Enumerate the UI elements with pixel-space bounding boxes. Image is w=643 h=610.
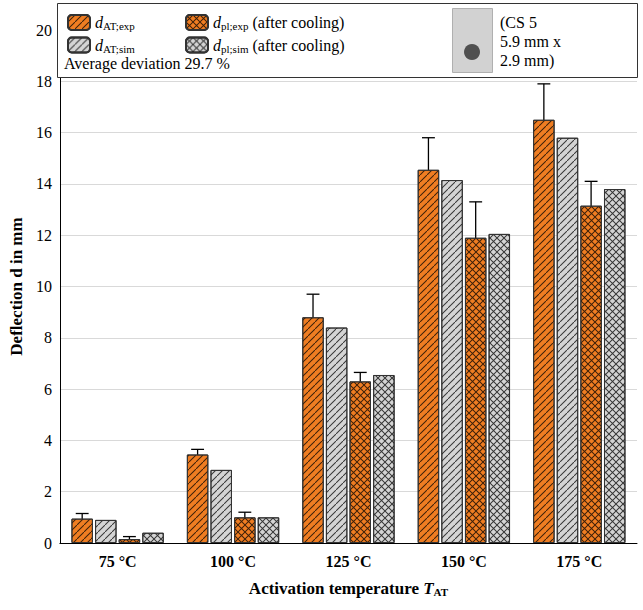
svg-text:2: 2 <box>44 483 52 500</box>
svg-text:pl;sim: pl;sim <box>221 43 249 55</box>
svg-text:125 °C: 125 °C <box>325 553 371 570</box>
svg-text:18: 18 <box>36 73 52 90</box>
svg-text:175 °C: 175 °C <box>556 553 602 570</box>
svg-text:20: 20 <box>36 22 52 39</box>
svg-text:6: 6 <box>44 381 52 398</box>
svg-text:100 °C: 100 °C <box>210 553 256 570</box>
svg-text:d: d <box>95 36 103 54</box>
svg-text:4: 4 <box>44 432 52 449</box>
svg-text:d: d <box>95 14 103 31</box>
svg-text:75 °C: 75 °C <box>99 553 137 570</box>
svg-text:Deflection d in mm: Deflection d in mm <box>7 217 26 355</box>
svg-text:Average deviation 29.7 %: Average deviation 29.7 % <box>64 55 230 73</box>
svg-text:T: T <box>423 579 434 598</box>
svg-text:5.9 mm x: 5.9 mm x <box>500 33 561 50</box>
svg-text:150 °C: 150 °C <box>441 553 487 570</box>
svg-text:AT;exp: AT;exp <box>103 20 135 32</box>
svg-text:2.9 mm): 2.9 mm) <box>500 52 554 70</box>
svg-text:AT: AT <box>434 586 449 598</box>
svg-text:(after cooling): (after cooling) <box>249 37 345 55</box>
svg-text:(after cooling): (after cooling) <box>248 14 344 32</box>
svg-text:8: 8 <box>44 329 52 346</box>
svg-text:AT;sim: AT;sim <box>103 43 135 55</box>
svg-text:10: 10 <box>36 278 52 295</box>
svg-text:14: 14 <box>36 175 52 192</box>
svg-text:16: 16 <box>36 124 52 141</box>
svg-text:pl;exp: pl;exp <box>221 20 249 32</box>
svg-text:Activation temperature: Activation temperature <box>249 579 423 598</box>
svg-text:d: d <box>213 36 221 54</box>
svg-text:12: 12 <box>36 227 52 244</box>
svg-text:0: 0 <box>44 535 52 552</box>
svg-text:(CS 5: (CS 5 <box>500 14 537 32</box>
svg-text:d: d <box>213 14 221 31</box>
